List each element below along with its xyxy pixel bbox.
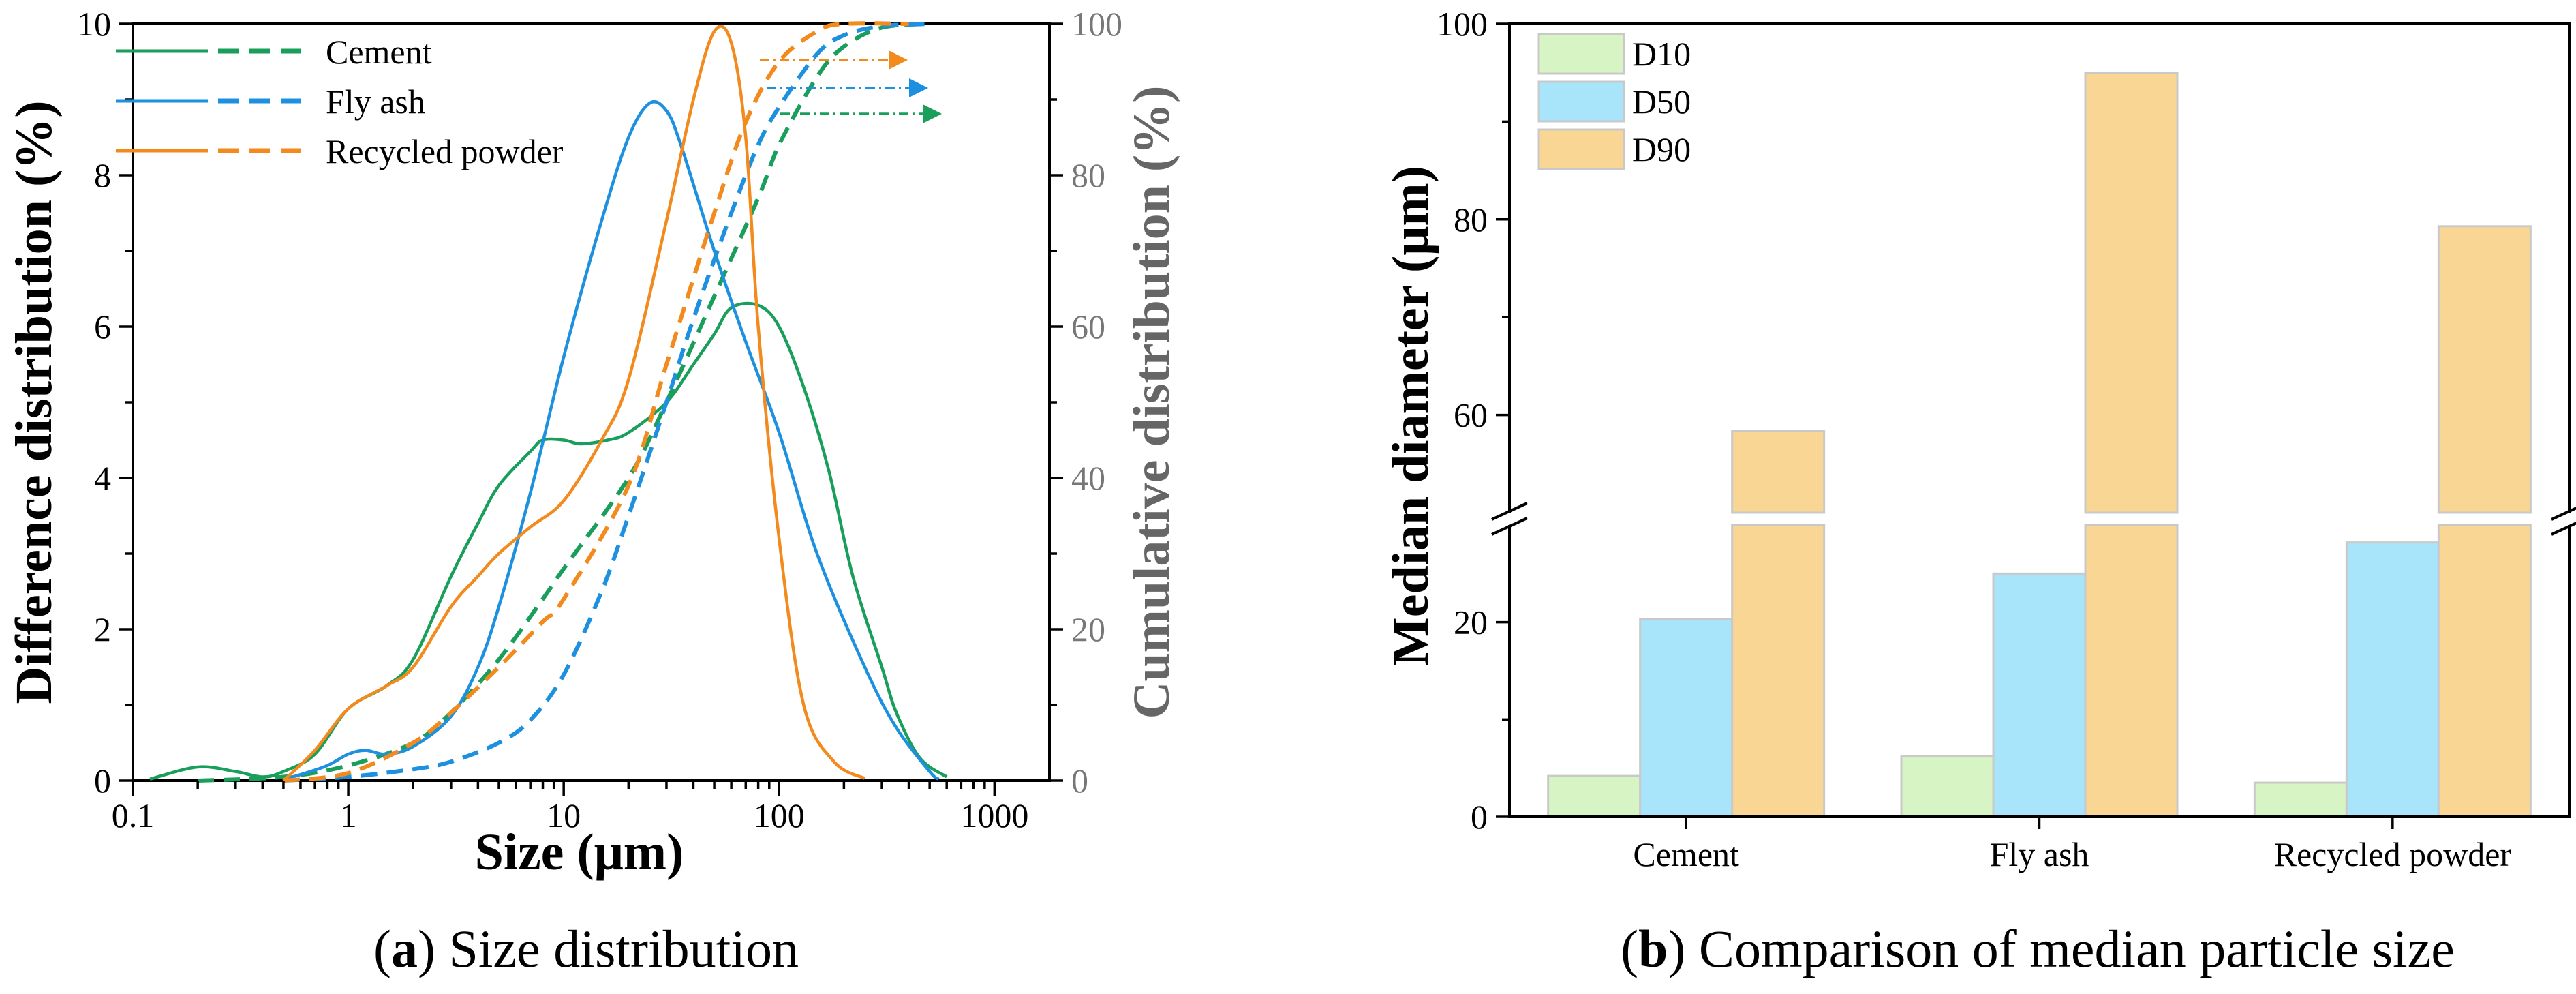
bar-d90-cement-upper (1731, 430, 1826, 514)
x-axis-title-size: Size (μm) (475, 824, 684, 881)
legend-item-fly-ash: Fly ash (116, 82, 425, 121)
caption-a: (a) Size distribution (373, 919, 799, 978)
cumulative-line-recycled-powder (283, 21, 909, 783)
x-tick-label: 1 (340, 796, 357, 834)
bar-d10-recycled-powder (2253, 781, 2348, 818)
caption-a-letter: a (391, 919, 418, 978)
y2-tick-label: 40 (1071, 459, 1105, 497)
panel-b-ticks-layer: Cement Fly ash Recycled powder 0 20 60 80 100 (1437, 5, 2576, 873)
y-tick-label: 10 (77, 5, 111, 43)
y2-axis-title-cumulative: Cumulative distribution (%) (1123, 86, 1180, 719)
caption-b: (b) Comparison of median particle size (1621, 919, 2455, 978)
legend-label-d10: D10 (1632, 35, 1691, 73)
legend-label-d50: D50 (1632, 82, 1691, 121)
legend-item-recycled-powder: Recycled powder (116, 132, 564, 170)
y-tick-label: 80 (1454, 200, 1488, 239)
plot-b-frame-upper (1508, 22, 2571, 513)
y-tick-label: 100 (1437, 5, 1488, 43)
y-tick-label: 4 (94, 459, 111, 497)
y-tick-label: 60 (1454, 396, 1488, 434)
axis-break-mark (1491, 517, 1528, 536)
y2-tick-label: 20 (1071, 610, 1105, 648)
x-tick-label: 100 (754, 796, 805, 834)
bar-d90-cement-lower (1731, 524, 1826, 818)
panel-b-bars-layer (1547, 72, 2532, 818)
y2-tick-label: 0 (1071, 762, 1088, 800)
x-tick-label: 10 (547, 796, 581, 834)
y2-tick-label: 80 (1071, 156, 1105, 194)
plot-a-frame (132, 22, 1051, 782)
y2-tick-label: 60 (1071, 307, 1105, 346)
legend-item-d50: D50 (1537, 80, 1691, 123)
panel-a-legend: Cement Fly ash Recycled powder (116, 33, 564, 170)
difference-line-cement (149, 301, 948, 781)
bar-d90-fly-ash-lower (2084, 524, 2179, 818)
y2-tick-label: 100 (1071, 5, 1122, 43)
x-category-label: Recycled powder (2274, 835, 2512, 873)
legend-label-recycled-powder: Recycled powder (326, 132, 564, 170)
bar-d90-fly-ash-upper (2084, 72, 2179, 514)
panel-a-series-layer (149, 21, 948, 783)
legend-label-d90: D90 (1632, 130, 1691, 168)
x-tick-label: 0.1 (112, 796, 155, 834)
bar-d90-recycled-powder-lower (2437, 524, 2532, 818)
legend-label-cement: Cement (326, 33, 432, 71)
caption-a-text: Size distribution (435, 919, 799, 978)
legend-item-d10: D10 (1537, 33, 1691, 75)
legend-item-d90: D90 (1537, 128, 1691, 170)
legend-label-fly-ash: Fly ash (326, 82, 425, 121)
legend-swatch-d90 (1537, 128, 1625, 170)
caption-b-text: Comparison of median particle size (1685, 919, 2455, 978)
bar-d10-cement (1547, 774, 1642, 818)
cumulative-line-cement (197, 22, 930, 783)
bar-d90-recycled-powder-upper (2437, 225, 2532, 514)
legend-swatch-d50 (1537, 80, 1625, 123)
y-axis-title-difference: Difference distribution (%) (5, 100, 63, 704)
bar-d50-cement (1639, 618, 1734, 818)
axis-break-mark (2551, 522, 2576, 536)
x-category-label: Fly ash (1990, 835, 2089, 873)
y-tick-label: 8 (94, 156, 111, 194)
bar-d50-fly-ash (1992, 572, 2087, 818)
x-tick-label: 1000 (960, 796, 1028, 834)
cumulative-line-fly-ash (283, 22, 930, 783)
axis-break-mark (1491, 502, 1528, 521)
plot-b-frame-lower (1508, 525, 2571, 818)
y-axis-title-median-diameter: Median diameter (μm) (1382, 166, 1439, 666)
legend-item-cement: Cement (116, 33, 432, 71)
difference-line-fly-ash (283, 100, 940, 781)
bar-d50-recycled-powder (2345, 541, 2440, 818)
y-tick-label: 0 (1471, 798, 1488, 836)
bar-d10-fly-ash (1900, 755, 1995, 818)
y-tick-label: 2 (94, 610, 111, 648)
y-tick-label: 0 (94, 762, 111, 800)
panel-b-median-size: Cement Fly ash Recycled powder 0 20 60 80 100 M… (1382, 5, 2576, 873)
y-tick-label: 20 (1454, 603, 1488, 642)
panel-b-legend: D10 D50 D90 (1537, 33, 1691, 170)
legend-swatch-d10 (1537, 33, 1625, 75)
axis-break-mark (2551, 507, 2576, 521)
x-category-label: Cement (1633, 835, 1739, 873)
y-tick-label: 6 (94, 307, 111, 346)
difference-line-recycled-powder (282, 25, 866, 782)
caption-b-letter: b (1638, 919, 1668, 978)
